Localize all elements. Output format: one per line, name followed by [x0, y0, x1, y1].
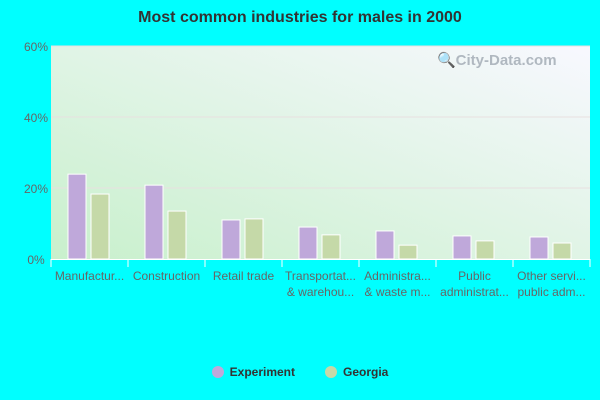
- x-tick-label: Public: [458, 269, 491, 283]
- x-tick-label: public adm...: [517, 285, 585, 299]
- bar-georgia: [244, 218, 264, 260]
- chart-title: Most common industries for males in 2000: [138, 9, 462, 26]
- x-tick-label: & waste m...: [364, 285, 430, 299]
- legend-swatch: [211, 366, 224, 378]
- bar-experiment: [67, 173, 87, 260]
- y-tick-label: 0%: [27, 253, 45, 267]
- bar-georgia: [167, 210, 187, 260]
- x-tick-label: Other servi...: [517, 269, 586, 283]
- bar-georgia: [90, 193, 110, 260]
- bar-experiment: [221, 219, 241, 260]
- bar-georgia: [552, 242, 572, 260]
- legend-swatch: [325, 366, 337, 378]
- bar-georgia: [475, 240, 495, 260]
- x-tick-label: Retail trade: [213, 269, 275, 283]
- legend-item-georgia: Georgia: [325, 365, 388, 379]
- y-tick-label: 40%: [24, 111, 48, 125]
- bar-experiment: [144, 184, 164, 260]
- y-tick-label: 60%: [24, 40, 48, 54]
- legend: Experiment Georgia: [0, 365, 600, 379]
- legend-label: Georgia: [343, 365, 389, 379]
- x-tick-label: Manufactur...: [55, 269, 124, 283]
- watermark-logo: 🔍City-Data.com: [437, 52, 557, 69]
- x-tick-label: Administra...: [364, 269, 431, 283]
- legend-item-experiment: Experiment: [211, 365, 295, 379]
- y-tick-label: 20%: [24, 182, 48, 196]
- bar-experiment: [452, 235, 472, 260]
- legend-label: Experiment: [229, 365, 295, 379]
- x-tick-label: Transportat...: [285, 269, 356, 283]
- plot-area: [51, 46, 590, 259]
- bar-experiment: [375, 230, 395, 260]
- x-tick-label: administrat...: [440, 285, 509, 299]
- bar-georgia: [321, 234, 341, 260]
- bar-experiment: [529, 236, 549, 260]
- bar-experiment: [298, 226, 318, 260]
- x-tick-label: & warehou...: [287, 285, 354, 299]
- x-tick-label: Construction: [133, 269, 200, 283]
- bar-georgia: [398, 244, 418, 260]
